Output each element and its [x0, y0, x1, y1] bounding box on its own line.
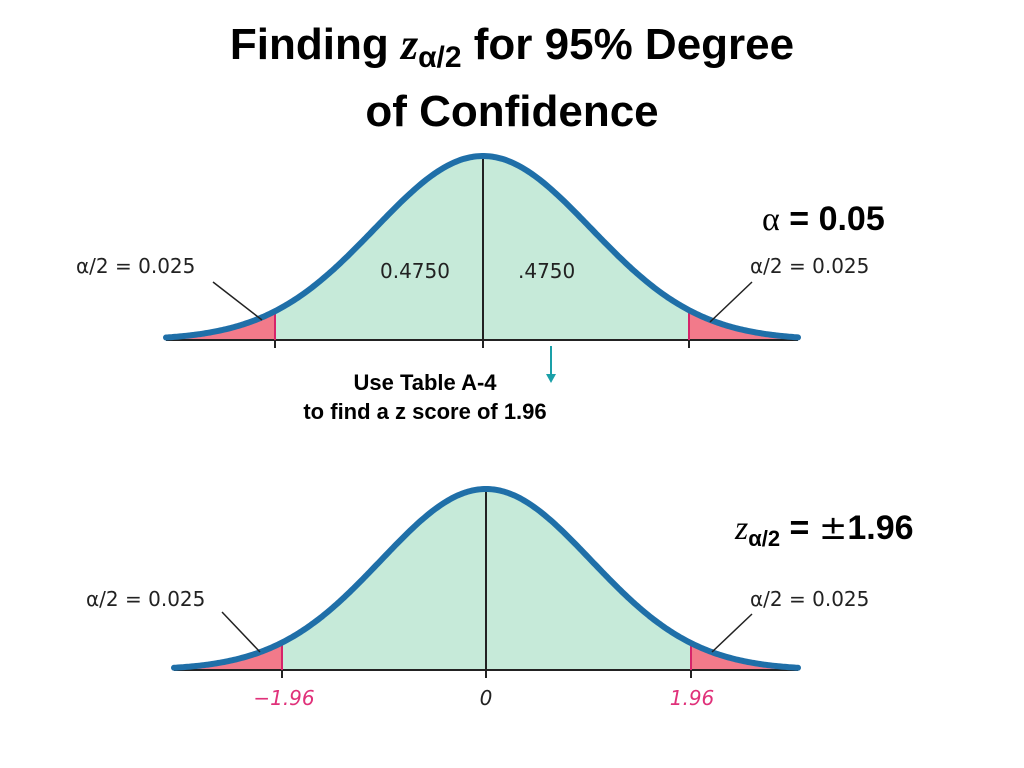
bottom-right-tail-area	[691, 643, 798, 670]
bottom-left-pointer	[221, 611, 261, 653]
tick-label-neg-1-96: −1.96	[253, 686, 314, 710]
bottom-right-pointer	[711, 613, 753, 653]
bottom-curve-line	[171, 486, 801, 671]
top-left-area-value: 0.4750	[380, 259, 450, 283]
z-symbol: z	[400, 20, 419, 69]
top-curve-line	[163, 153, 801, 341]
bottom-normal-curve: α/2 = 0.025 α/2 = 0.025 −1.96 0 1.96	[86, 486, 869, 710]
bottom-right-tail-label: α/2 = 0.025	[750, 587, 869, 611]
title-line-2: of Confidence	[365, 87, 659, 136]
down-arrow-icon	[546, 374, 556, 383]
top-left-tail-label: α/2 = 0.025	[76, 254, 195, 278]
top-right-area-value: .4750	[518, 259, 575, 283]
z-value-label: zα/2 = ±1.96	[735, 508, 914, 551]
top-left-tail-area	[166, 311, 275, 340]
tick-label-pos-1-96: 1.96	[670, 686, 715, 710]
alpha-value-label: α = 0.05	[762, 200, 885, 238]
z-subscript: α/2	[418, 41, 462, 74]
page-title: Finding zα/2 for 95% Degree of Confidenc…	[229, 20, 795, 136]
top-right-tail-label: α/2 = 0.025	[750, 254, 869, 278]
top-normal-curve: α/2 = 0.025 α/2 = 0.025 0.4750 .4750	[76, 153, 869, 348]
bottom-left-tail-area	[174, 642, 282, 670]
tick-label-zero: 0	[480, 686, 493, 710]
top-right-tail-area	[689, 310, 798, 340]
bottom-left-tail-label: α/2 = 0.025	[86, 587, 205, 611]
table-note: Use Table A-4 to find a z score of 1.96	[303, 370, 547, 424]
top-right-pointer	[709, 281, 753, 323]
top-left-pointer	[212, 281, 263, 321]
